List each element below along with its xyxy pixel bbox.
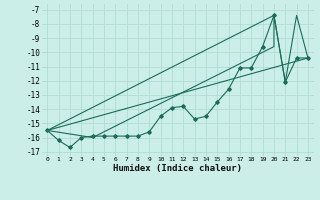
X-axis label: Humidex (Indice chaleur): Humidex (Indice chaleur) [113,164,242,173]
